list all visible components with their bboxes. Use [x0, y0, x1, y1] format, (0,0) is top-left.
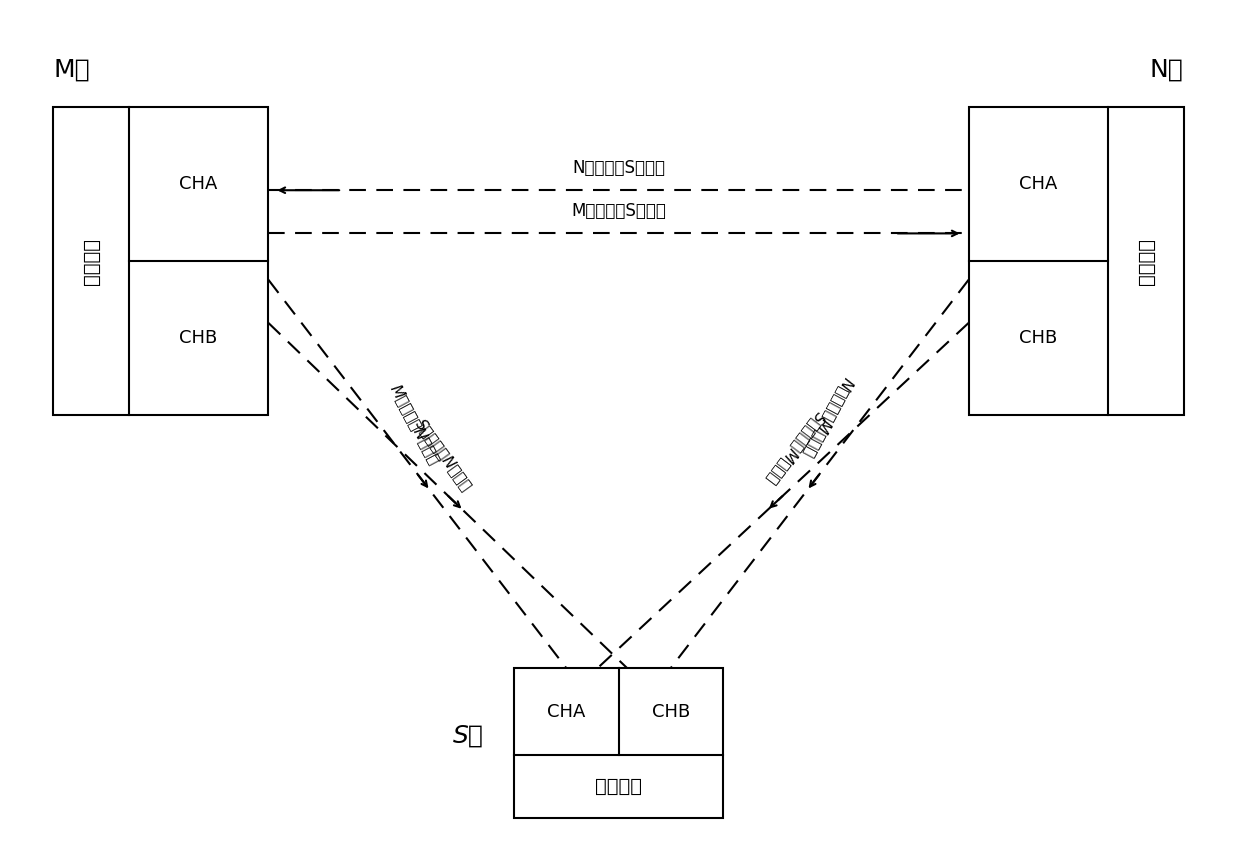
Text: CHB: CHB — [652, 702, 690, 721]
Text: CHB: CHB — [1019, 330, 1058, 347]
Text: 保护装置: 保护装置 — [1137, 238, 1155, 285]
Text: M侧: M侧 — [53, 57, 90, 81]
Text: S侧信息、N侧信息: S侧信息、N侧信息 — [413, 417, 475, 494]
Text: N侧信息、M侧信息: N侧信息、M侧信息 — [800, 375, 856, 459]
Text: CHB: CHB — [179, 330, 218, 347]
Text: N侧信息、S侧信息: N侧信息、S侧信息 — [571, 158, 666, 176]
Text: CHA: CHA — [179, 175, 218, 193]
Text: 保护装置: 保护装置 — [82, 238, 100, 285]
Text: CHA: CHA — [1019, 175, 1058, 193]
Text: N侧: N侧 — [1150, 57, 1184, 81]
Bar — [53, 107, 268, 415]
Text: S侧: S侧 — [453, 723, 484, 747]
Text: 保护装置: 保护装置 — [595, 777, 642, 796]
Bar — [515, 668, 722, 818]
Text: CHA: CHA — [547, 702, 585, 721]
Text: M侧信息、S侧信息: M侧信息、S侧信息 — [571, 202, 666, 220]
Bar — [969, 107, 1184, 415]
Text: M侧信息、N侧信息: M侧信息、N侧信息 — [387, 382, 442, 467]
Text: S侧信息、M侧信息: S侧信息、M侧信息 — [763, 409, 828, 487]
